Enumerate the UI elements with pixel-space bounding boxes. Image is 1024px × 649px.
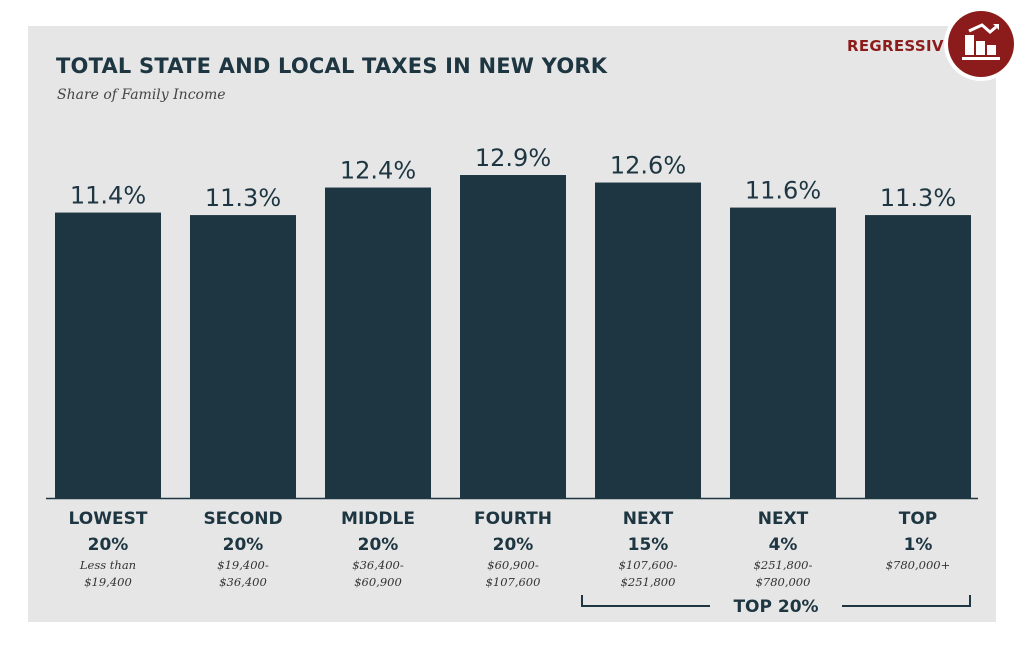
category-label: SECOND [203, 509, 282, 529]
bar [865, 215, 971, 498]
group-bracket-right [842, 595, 971, 607]
income-range-label: $36,400- [352, 558, 404, 572]
category-label: 20% [223, 535, 264, 555]
bar [730, 207, 836, 498]
income-range-label: $251,800 [621, 575, 676, 589]
category-label: 4% [769, 535, 798, 555]
data-label: 11.6% [745, 177, 821, 205]
bar [595, 182, 701, 499]
category-label: NEXT [623, 509, 674, 529]
income-range-label: $36,400 [219, 575, 267, 589]
data-label: 11.3% [205, 184, 281, 212]
regressive-label: REGRESSIVE [847, 37, 955, 55]
chart-title: TOTAL STATE AND LOCAL TAXES IN NEW YORK [56, 54, 608, 78]
data-label: 12.6% [610, 152, 686, 180]
income-range-label: $60,900 [354, 575, 402, 589]
category-label: MIDDLE [341, 509, 415, 529]
category-label: LOWEST [69, 509, 148, 529]
bar [190, 215, 296, 498]
bar [460, 175, 566, 498]
regressive-badge-icon [944, 7, 1018, 81]
category-label: FOURTH [474, 509, 552, 529]
bar [325, 187, 431, 498]
category-label: 15% [628, 535, 669, 555]
category-label: TOP [899, 509, 938, 529]
income-range-label: $251,800- [754, 558, 813, 572]
income-range-label: $19,400 [84, 575, 132, 589]
income-range-label: $19,400- [217, 558, 269, 572]
chart-subtitle: Share of Family Income [57, 87, 226, 103]
category-label: 20% [88, 535, 129, 555]
income-range-label: $60,900- [487, 558, 539, 572]
group-bracket-left [581, 595, 710, 607]
income-range-label: Less than [79, 558, 136, 572]
income-range-label: $107,600- [619, 558, 678, 572]
bar [55, 212, 161, 499]
income-range-label: $107,600 [486, 575, 541, 589]
category-label: 1% [904, 535, 933, 555]
data-label: 11.3% [880, 184, 956, 212]
data-label: 12.4% [340, 157, 416, 185]
income-range-label: $780,000 [756, 575, 811, 589]
income-range-label: $780,000+ [886, 558, 951, 572]
category-label: 20% [358, 535, 399, 555]
group-label: TOP 20% [733, 597, 818, 617]
data-label: 11.4% [70, 182, 146, 210]
data-label: 12.9% [475, 144, 551, 172]
category-label: NEXT [758, 509, 809, 529]
category-label: 20% [493, 535, 534, 555]
